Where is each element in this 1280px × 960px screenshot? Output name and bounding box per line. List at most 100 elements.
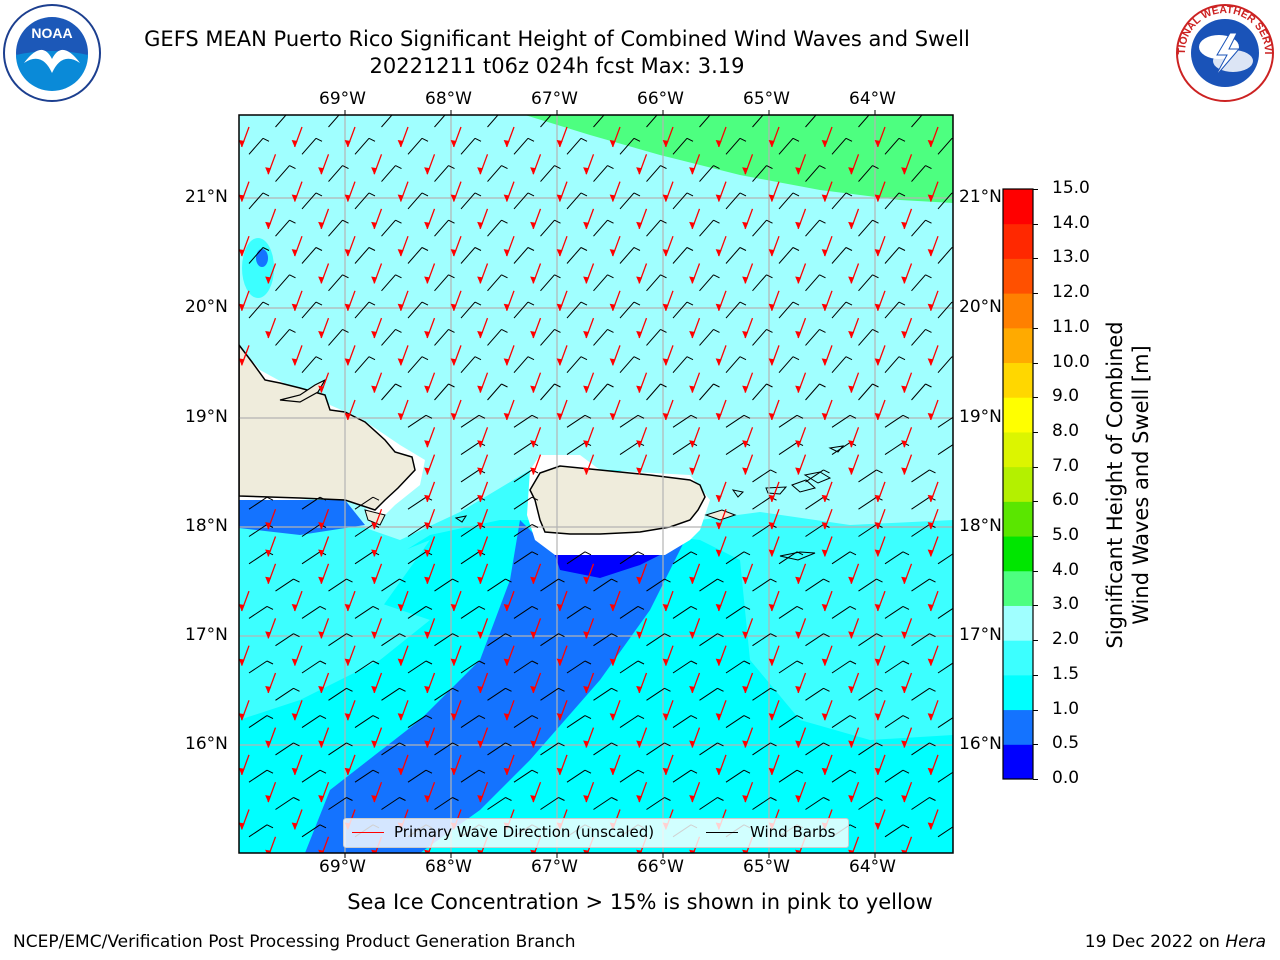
wind-barb-flag — [346, 578, 353, 583]
wave-height-0-0.5m-area — [555, 555, 660, 578]
wind-barb — [699, 329, 714, 346]
wave-direction-arrowhead — [583, 849, 590, 853]
wind-barb — [593, 115, 605, 128]
colorbar-tick — [1033, 223, 1038, 225]
wind-barb-flag — [584, 605, 592, 610]
wave-direction-arrowhead — [927, 412, 934, 420]
lon-label-top: 65°W — [743, 89, 790, 109]
wind-barb — [460, 442, 480, 456]
wind-barb-flag — [770, 469, 777, 474]
wind-barb-flag — [823, 633, 830, 638]
wind-barb — [248, 605, 268, 619]
wind-barb — [831, 192, 847, 210]
wind-barb — [884, 356, 900, 374]
wind-barb — [301, 824, 321, 838]
wave-direction-arrowhead — [662, 249, 669, 257]
wind-barb — [301, 660, 321, 674]
wind-barb-flag — [739, 137, 747, 142]
wave-direction-arrowhead — [556, 412, 563, 420]
wind-barb-flag — [368, 301, 376, 306]
wind-barb — [513, 469, 533, 483]
wind-barb — [884, 605, 904, 619]
wave-direction-arrowhead — [477, 331, 484, 339]
wind-barb — [884, 769, 904, 783]
wind-barb-flag — [611, 797, 618, 801]
wind-barb — [831, 442, 851, 456]
wind-barb-flag — [660, 383, 667, 388]
footer-branch: NCEP/EMC/Verification Post Processing Pr… — [13, 932, 576, 952]
map-gridlines — [239, 115, 953, 853]
wave-direction-arrowhead — [318, 576, 325, 584]
wave-direction-arrowhead — [318, 221, 325, 229]
wind-barb — [778, 301, 794, 319]
wind-barb-flag — [766, 274, 773, 279]
wave-direction-arrowhead — [424, 849, 431, 853]
wind-barb-flag — [266, 715, 274, 720]
wind-barb — [407, 605, 427, 619]
wind-barb — [672, 442, 692, 456]
wind-barb-flag — [607, 165, 614, 170]
wind-barb — [884, 660, 904, 674]
wind-barb-flag — [713, 165, 720, 170]
wave-direction-arrowhead — [583, 631, 590, 639]
wave-direction-arrowhead — [821, 713, 828, 721]
wave-direction-arrowhead — [848, 440, 855, 448]
wind-barb-flag — [554, 274, 561, 279]
wind-barb — [275, 797, 294, 810]
wind-barb-flag — [876, 469, 883, 474]
wind-barb — [699, 797, 718, 810]
wind-barb — [434, 578, 453, 592]
wind-barb — [248, 524, 268, 537]
wind-barb-flag — [898, 137, 906, 142]
wind-barb-flag — [372, 769, 380, 774]
wind-barb-flag — [293, 742, 300, 747]
wind-barb — [884, 414, 904, 428]
wave-direction-arrowhead — [848, 385, 855, 393]
wind-barb — [513, 496, 533, 510]
wave-direction-arrowhead — [768, 249, 775, 257]
wave-direction-arrowhead — [662, 194, 669, 202]
colorbar-tick-label: 9.0 — [1052, 386, 1080, 407]
wind-barb-flag — [664, 742, 671, 747]
wind-barb — [540, 633, 559, 647]
wind-barb-flag — [929, 469, 936, 474]
wave-direction-arrowhead — [821, 767, 828, 775]
wave-direction-arrowhead — [927, 494, 934, 502]
wind-barb — [513, 605, 533, 619]
wind-barb-flag — [739, 247, 747, 251]
wave-direction-arrowhead — [874, 412, 881, 420]
wave-direction-arrowhead — [821, 194, 828, 202]
wind-barb-flag — [823, 742, 830, 747]
wind-barb-flag — [554, 165, 561, 170]
wind-barb — [301, 524, 321, 537]
wave-direction-arrowhead — [689, 467, 696, 475]
wind-barb — [381, 115, 393, 128]
wave-direction-arrowhead — [927, 194, 934, 202]
wave-direction-arrowhead — [927, 713, 934, 721]
wind-barb — [619, 414, 639, 428]
wind-barb-flag — [425, 715, 433, 720]
wave-direction-arrowhead — [927, 767, 934, 775]
wind-barb — [301, 715, 321, 729]
wind-barb — [487, 115, 499, 128]
wind-barb — [328, 578, 347, 592]
wave-direction-arrowhead — [662, 713, 669, 721]
wave-direction-arrowhead — [742, 467, 749, 475]
wind-barb-flag — [558, 797, 565, 801]
wind-barb — [619, 551, 639, 565]
wave-direction-arrowhead — [371, 576, 378, 584]
wind-barb-flag — [766, 328, 773, 333]
wave-direction-arrowhead — [265, 221, 272, 229]
wave-direction-arrowhead — [636, 631, 643, 639]
colorbar-tick — [1033, 397, 1038, 399]
wind-barb-flag — [902, 660, 910, 665]
wave-direction-arrowhead — [742, 849, 749, 853]
colorbar-tick-label: 13.0 — [1052, 247, 1090, 268]
wind-barb — [354, 496, 374, 510]
wind-barb-flag — [399, 687, 406, 692]
wave-direction-arrowhead — [344, 412, 351, 420]
wind-barb-flag — [531, 715, 539, 720]
wind-barb-flag — [346, 687, 353, 692]
wind-barb — [884, 192, 900, 210]
wave-direction-arrowhead — [265, 631, 272, 639]
